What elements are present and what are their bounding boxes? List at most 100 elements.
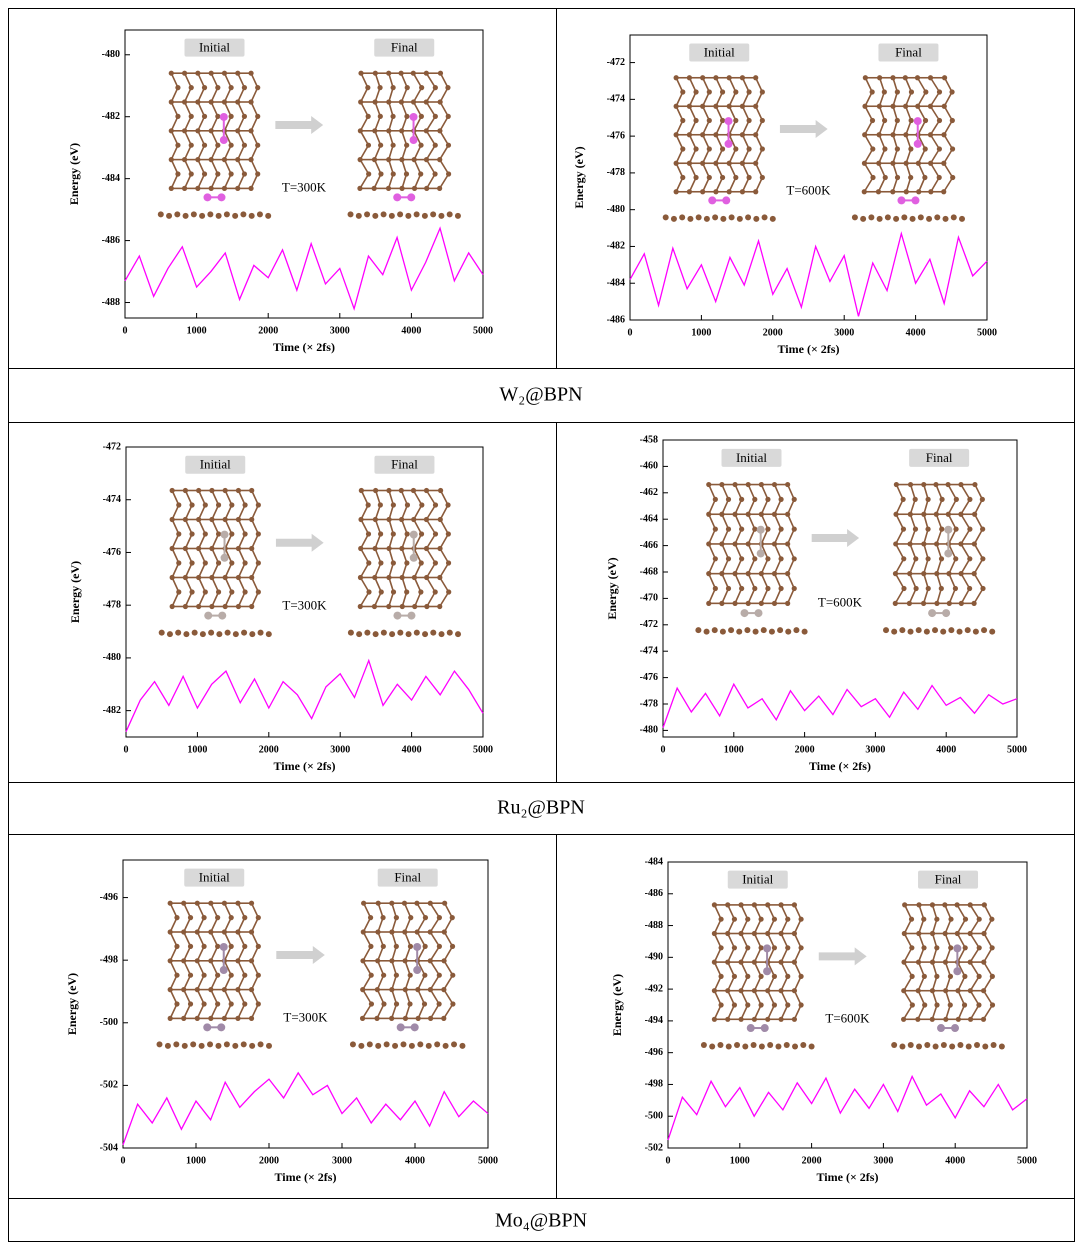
atom [870,174,876,181]
atom [436,943,442,950]
bond [210,902,219,918]
metal-atom [393,193,402,202]
x-tick-label: 1000 [186,1155,206,1166]
x-tick-label: 1000 [187,744,207,755]
bond [413,173,422,189]
bond [169,1003,178,1019]
atom [422,943,428,950]
metal-atom [740,609,749,618]
atom [410,70,416,76]
atom [778,930,784,937]
atom [955,988,961,994]
bond [715,162,724,178]
atom [248,958,255,964]
bond [767,918,776,934]
atom [182,487,189,494]
atom [861,160,868,166]
atom [733,174,739,181]
atom [936,146,942,152]
x-tick-label: 0 [628,327,633,338]
atom [367,915,374,921]
x-tick-label: 4000 [402,744,422,755]
atom [228,972,234,978]
atom [168,157,174,163]
atom [418,531,425,537]
atom [686,160,693,166]
atom [785,628,792,635]
atom [181,958,187,964]
atom [765,930,771,937]
bond [237,533,246,549]
atom [222,603,228,610]
bond [741,162,750,178]
atom [711,959,718,965]
atom [785,1002,791,1008]
atom [733,146,739,152]
atom [869,117,876,124]
metal-atom [220,530,229,539]
atom [188,113,194,119]
atom [907,481,914,488]
bond [701,91,711,107]
atom [398,70,404,76]
bond [917,91,927,107]
bond [969,933,980,949]
atom [235,900,241,906]
atom [195,70,201,76]
atom [446,171,452,177]
atom [202,531,208,537]
bond [183,101,192,117]
atom [680,117,686,124]
atom [407,943,414,950]
bond [773,588,782,604]
metal-atom [396,1023,405,1032]
y-tick-label: -476 [607,130,625,141]
atom [771,541,778,547]
atom [168,99,174,105]
atom [417,1041,424,1048]
bond [894,573,905,589]
bond [171,533,180,549]
atom [228,85,234,91]
atom [922,146,928,152]
bond [224,533,233,549]
atom [228,915,234,921]
atom [909,1002,915,1008]
bond [413,533,423,549]
bond [439,548,450,564]
atom [242,1001,248,1007]
bond [973,528,984,545]
atom [222,574,228,581]
metal-atom [722,196,731,205]
atom [398,99,405,105]
bond [413,116,423,132]
bond [943,91,953,107]
atom [221,929,228,935]
bond [412,87,423,103]
atom [745,945,751,951]
atom [223,211,230,218]
bond [728,162,737,178]
bond [250,130,259,146]
atom [386,487,392,494]
x-tick-label: 2000 [802,1155,822,1166]
x-tick-label: 2000 [259,1155,279,1166]
atom [900,496,906,502]
atom [445,560,452,566]
bond [754,134,764,150]
x-tick-label: 3000 [332,1155,352,1166]
bond [727,947,736,963]
bond [786,543,795,560]
atom [934,541,940,547]
atom [366,589,372,595]
bond [416,902,427,919]
bond [960,498,971,515]
bond [908,573,917,589]
bond [786,573,795,589]
atom [686,132,693,138]
bond [374,577,382,593]
metal-atom [393,611,402,620]
bond [250,591,260,607]
atom [929,959,936,965]
atom [989,1002,996,1008]
